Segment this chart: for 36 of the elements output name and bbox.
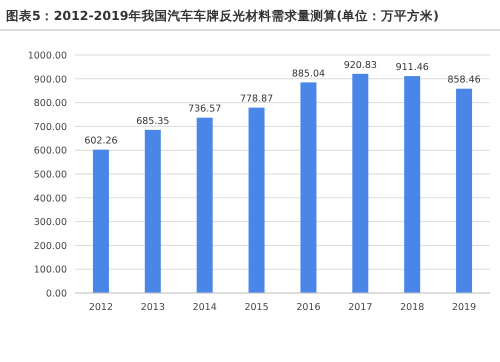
x-tick-label: 2016: [296, 302, 321, 313]
bar: [456, 88, 472, 293]
y-tick-label: 800.00: [34, 98, 67, 110]
x-tick-label: 2018: [400, 302, 424, 313]
data-label: 778.87: [240, 94, 274, 105]
y-tick-label: 200.00: [34, 240, 67, 252]
data-label: 885.04: [292, 68, 326, 80]
x-tick-label: 2015: [244, 302, 269, 313]
data-label: 602.26: [84, 136, 118, 147]
y-tick-label: 700.00: [34, 122, 67, 133]
data-label: 911.46: [396, 62, 429, 74]
x-tick-label: 2012: [88, 302, 114, 313]
x-tick-label: 2019: [452, 302, 476, 313]
data-label: 685.35: [136, 116, 170, 127]
y-tick-label: 400.00: [34, 193, 67, 204]
data-label: 920.83: [344, 60, 377, 71]
bar: [248, 108, 265, 293]
y-tick-label: 500.00: [34, 170, 67, 180]
y-tick-label: 900.00: [34, 74, 67, 86]
bar: [404, 76, 420, 293]
bar: [352, 74, 368, 293]
bar: [92, 150, 109, 293]
chart-title: 图表5：2012-2019年我国汽车车牌反光材料需求量测算(单位：万平方米): [6, 8, 439, 23]
bar: [196, 118, 213, 293]
y-tick-label: 100.00: [34, 264, 67, 276]
data-label: 858.46: [447, 74, 481, 86]
data-label: 736.57: [188, 104, 222, 115]
y-tick-label: 300.00: [34, 217, 67, 228]
x-tick-label: 2014: [192, 302, 217, 313]
bar: [144, 130, 161, 293]
x-tick-label: 2013: [140, 302, 165, 313]
y-tick-label: 0.00: [46, 288, 67, 300]
x-tick-label: 2017: [348, 302, 372, 313]
bar: [300, 82, 316, 293]
y-tick-label: 1000.00: [28, 50, 67, 62]
y-tick-label: 600.00: [34, 146, 67, 157]
